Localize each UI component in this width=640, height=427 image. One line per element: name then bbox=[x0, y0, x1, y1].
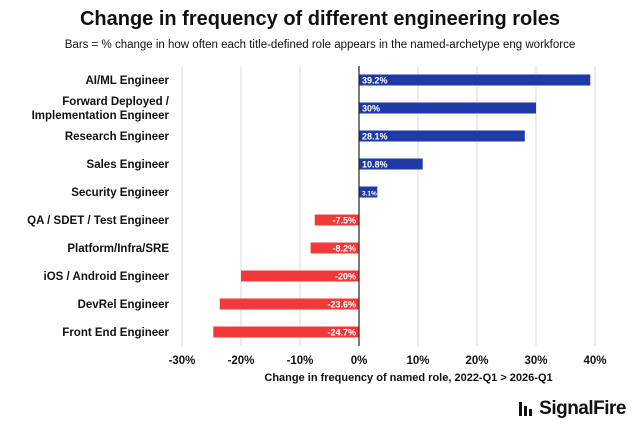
bar-value-label: -20% bbox=[335, 272, 356, 282]
bar bbox=[213, 326, 359, 338]
bar-value-label: 3.1% bbox=[362, 191, 377, 198]
x-tick-label: 10% bbox=[406, 355, 429, 367]
category-label: DevRel Engineer bbox=[78, 299, 170, 311]
chart-subtitle: Bars = % change in how often each title-… bbox=[64, 39, 576, 51]
category-label: Front End Engineer bbox=[62, 327, 169, 339]
bar bbox=[314, 214, 359, 226]
bar bbox=[310, 242, 359, 254]
bar-value-label: 30% bbox=[362, 104, 380, 114]
category-label-line: AI/ML Engineer bbox=[86, 75, 170, 87]
category-label-line: Implementation Engineer bbox=[32, 110, 170, 122]
category-label-line: Research Engineer bbox=[65, 131, 170, 143]
x-tick-label: -10% bbox=[287, 355, 314, 367]
x-tick-label: 20% bbox=[465, 355, 488, 367]
bar-value-label: -23.6% bbox=[327, 300, 356, 310]
bar bbox=[359, 158, 423, 170]
chart-title: Change in frequency of different enginee… bbox=[79, 8, 561, 30]
category-label-line: Sales Engineer bbox=[87, 159, 170, 171]
bar-value-label: 28.1% bbox=[362, 132, 388, 142]
x-tick-label: 30% bbox=[524, 355, 547, 367]
category-label: Sales Engineer bbox=[87, 159, 170, 171]
bar bbox=[359, 74, 591, 86]
bar-value-label: -7.5% bbox=[332, 216, 356, 226]
category-label: Research Engineer bbox=[65, 131, 170, 143]
x-axis-label: Change in frequency of named role, 2022-… bbox=[264, 372, 552, 384]
logo-text: SignalFire bbox=[539, 398, 626, 419]
x-tick-label: -30% bbox=[169, 355, 196, 367]
bar-value-label: -24.7% bbox=[327, 328, 356, 338]
bar-value-label: 39.2% bbox=[362, 76, 388, 86]
x-tick-label: 40% bbox=[583, 355, 606, 367]
category-label-line: QA / SDET / Test Engineer bbox=[27, 215, 169, 227]
category-label-line: Front End Engineer bbox=[62, 327, 169, 339]
category-label-line: Security Engineer bbox=[71, 187, 169, 199]
category-label-line: Platform/Infra/SRE bbox=[67, 243, 169, 255]
category-label: Security Engineer bbox=[71, 187, 169, 199]
category-label: Platform/Infra/SRE bbox=[67, 243, 169, 255]
bar bbox=[219, 298, 359, 310]
category-label-line: Forward Deployed / bbox=[62, 96, 170, 108]
category-label: Forward Deployed / Implementation Enginee… bbox=[32, 96, 170, 122]
x-tick-label: -20% bbox=[228, 355, 255, 367]
signalfire-logo: SignalFire bbox=[518, 398, 626, 420]
bar bbox=[359, 130, 525, 142]
category-label-line: iOS / Android Engineer bbox=[44, 271, 170, 283]
category-label: AI/ML Engineer bbox=[86, 75, 170, 87]
bar-value-label: 10.8% bbox=[362, 160, 388, 170]
bar-value-label: -8.2% bbox=[332, 244, 356, 254]
bar bbox=[359, 102, 536, 114]
x-tick-label: 0% bbox=[351, 355, 368, 367]
bar bbox=[359, 186, 378, 198]
category-label-line: DevRel Engineer bbox=[78, 299, 170, 311]
category-label: QA / SDET / Test Engineer bbox=[27, 215, 169, 227]
bar bbox=[241, 270, 359, 282]
category-label: iOS / Android Engineer bbox=[44, 271, 170, 283]
signalfire-logo-icon bbox=[519, 402, 533, 416]
